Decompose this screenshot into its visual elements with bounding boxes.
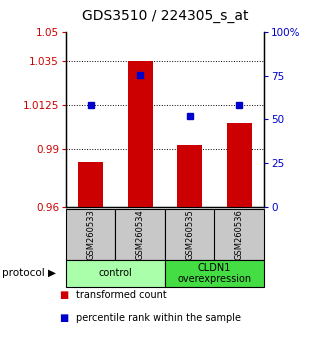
Text: CLDN1
overexpression: CLDN1 overexpression: [178, 263, 251, 284]
Text: GDS3510 / 224305_s_at: GDS3510 / 224305_s_at: [82, 9, 248, 23]
Text: transformed count: transformed count: [76, 290, 167, 300]
Bar: [227, 124, 251, 207]
Text: protocol ▶: protocol ▶: [2, 268, 56, 279]
Text: percentile rank within the sample: percentile rank within the sample: [76, 313, 241, 323]
Text: ■: ■: [59, 290, 69, 300]
Text: control: control: [99, 268, 132, 279]
Text: ■: ■: [59, 313, 69, 323]
Text: GSM260536: GSM260536: [235, 209, 244, 260]
Text: GSM260534: GSM260534: [136, 209, 145, 260]
Text: GSM260535: GSM260535: [185, 209, 194, 260]
Bar: [128, 61, 152, 207]
Bar: [79, 162, 103, 207]
Text: GSM260533: GSM260533: [86, 209, 95, 260]
Bar: [178, 145, 202, 207]
